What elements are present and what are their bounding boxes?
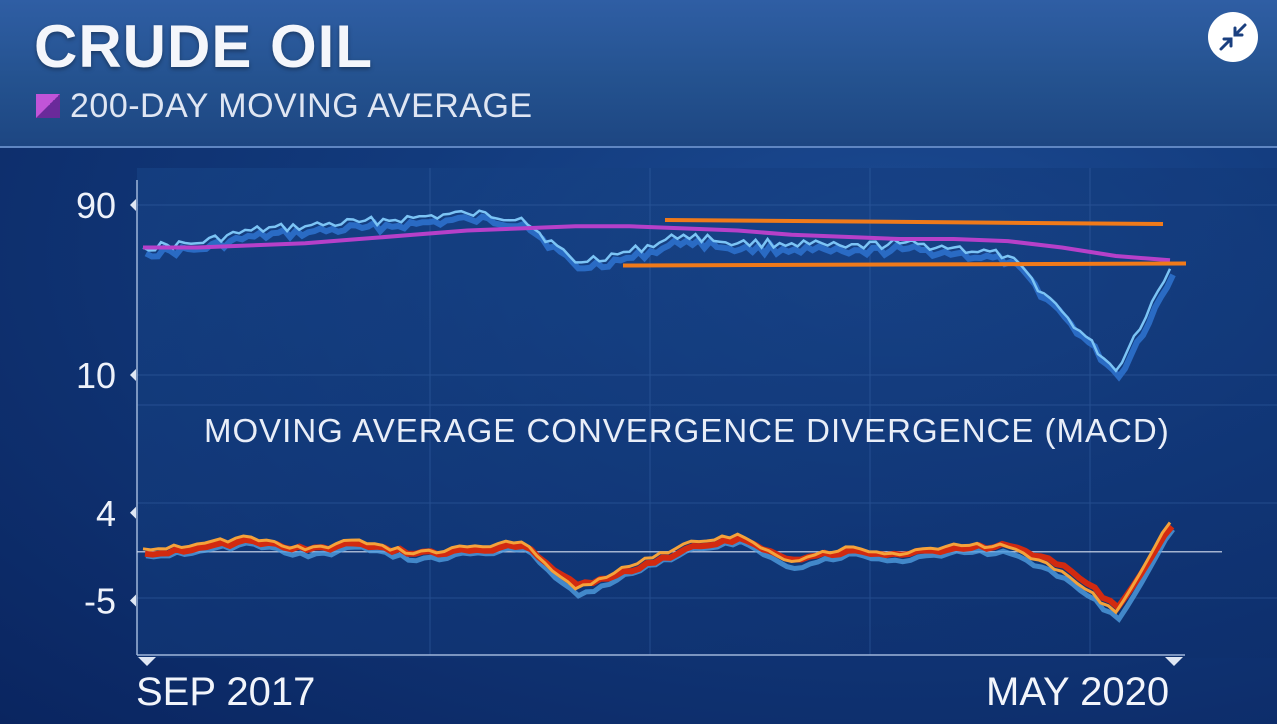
x-tick-label-start: SEP 2017 <box>136 670 316 714</box>
price-panel <box>142 209 1187 382</box>
macd-y-tick-neg5: -5 <box>84 581 116 622</box>
legend-row: 200-DAY MOVING AVERAGE <box>36 86 533 126</box>
macd-y-tick-4: 4 <box>96 493 116 534</box>
macd-panel-title: MOVING AVERAGE CONVERGENCE DIVERGENCE (M… <box>204 412 1170 449</box>
macd-panel <box>137 521 1222 623</box>
price-y-tick-10: 10 <box>76 355 116 396</box>
x-axis-start-marker <box>138 657 156 666</box>
header-banner: CRUDE OIL 200-DAY MOVING AVERAGE <box>0 0 1277 148</box>
x-axis-end-marker <box>1165 657 1183 666</box>
chart-subtitle: 200-DAY MOVING AVERAGE <box>70 86 533 125</box>
lower-trend-line <box>622 261 1187 268</box>
price-y-tick-10-marker <box>130 369 136 381</box>
macd-y-tick-4-marker <box>130 506 136 519</box>
upper-trend-line <box>664 218 1164 226</box>
macd-line <box>142 521 1172 615</box>
macd-y-tick-neg5-marker <box>130 594 136 607</box>
collapse-button[interactable] <box>1208 12 1258 62</box>
price-y-tick-90: 90 <box>76 185 116 226</box>
price-y-tick-90-marker <box>130 199 136 211</box>
moving-average-legend-swatch <box>36 94 60 118</box>
grid-lines <box>137 168 1277 655</box>
chart-title: CRUDE OIL <box>34 13 373 80</box>
price-series-shadow <box>144 213 1176 382</box>
x-tick-label-end: MAY 2020 <box>986 670 1170 714</box>
y-axis-ticks: 90 10 4 -5 <box>76 185 136 622</box>
collapse-arrows-icon <box>1219 23 1247 51</box>
price-series-line <box>142 209 1172 373</box>
moving-average-line <box>143 224 1171 263</box>
